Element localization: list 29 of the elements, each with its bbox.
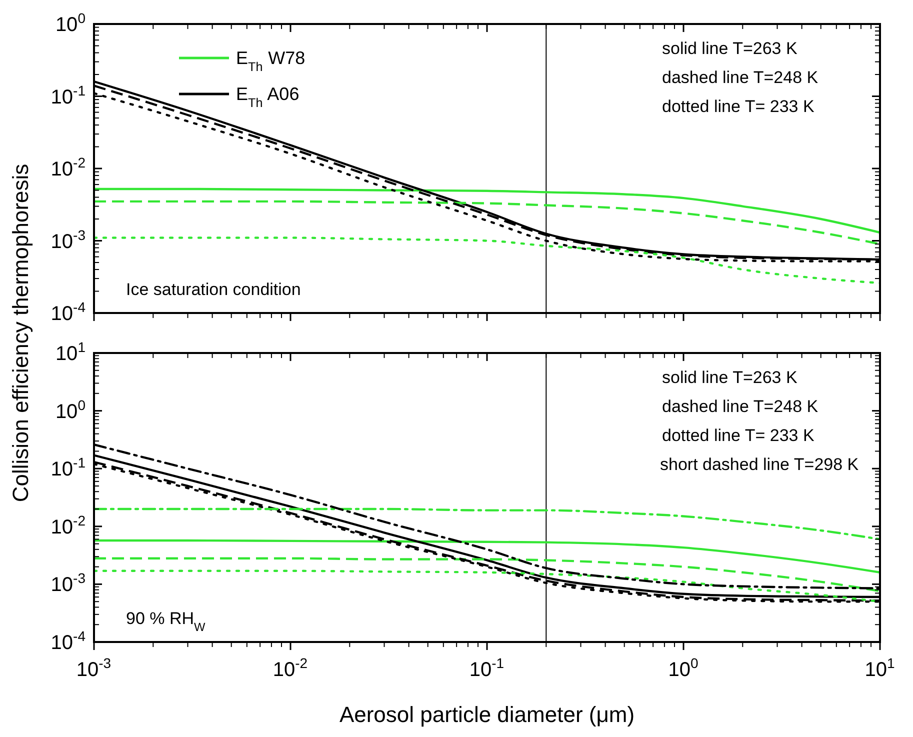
x-axis-title: Aerosol particle diameter (μm) <box>339 702 635 727</box>
x-tick-label: 10$^{0}$ <box>668 655 698 681</box>
y-axis-title: Collision efficiency thermophoresis <box>8 164 33 502</box>
annotation: solid line T=263 K <box>662 368 798 387</box>
y-tick-label: 10$^{-2}$ <box>50 512 86 538</box>
y-tick-label: 10$^{-2}$ <box>50 154 86 180</box>
y-tick-label: 10$^{0}$ <box>55 10 86 36</box>
annotation: dotted line T= 233 K <box>662 426 815 445</box>
x-tick-label: 10$^{-1}$ <box>469 655 504 681</box>
x-tick-label: 10$^{-2}$ <box>272 655 308 681</box>
annotation: dotted line T= 233 K <box>662 97 815 116</box>
annotation: Ice saturation condition <box>126 280 301 299</box>
y-tick-label: 10$^{-3}$ <box>50 226 86 253</box>
annotation: dashed line T=248 K <box>662 68 819 87</box>
legend-label: E$_{Th}$ A06 <box>236 84 300 110</box>
annotation: 90 % RH$_{W}$ <box>126 609 206 634</box>
legend-label: E$_{Th}$ W78 <box>236 48 306 74</box>
annotation: solid line T=263 K <box>662 39 798 58</box>
y-tick-label: 10$^{-1}$ <box>50 82 86 108</box>
y-tick-label: 10$^{0}$ <box>55 396 86 423</box>
y-tick-label: 10$^{-3}$ <box>50 570 86 596</box>
x-tick-label: 10$^{-3}$ <box>76 655 112 681</box>
y-tick-label: 10$^{-4}$ <box>50 299 86 325</box>
annotation: short dashed line T=298 K <box>660 455 860 474</box>
y-tick-label: 10$^{-1}$ <box>50 454 86 481</box>
x-tick-label: 10$^{1}$ <box>864 655 895 681</box>
annotation: dashed line T=248 K <box>662 397 819 416</box>
y-tick-label: 10$^{-4}$ <box>50 628 86 654</box>
y-tick-label: 10$^{1}$ <box>55 339 86 365</box>
